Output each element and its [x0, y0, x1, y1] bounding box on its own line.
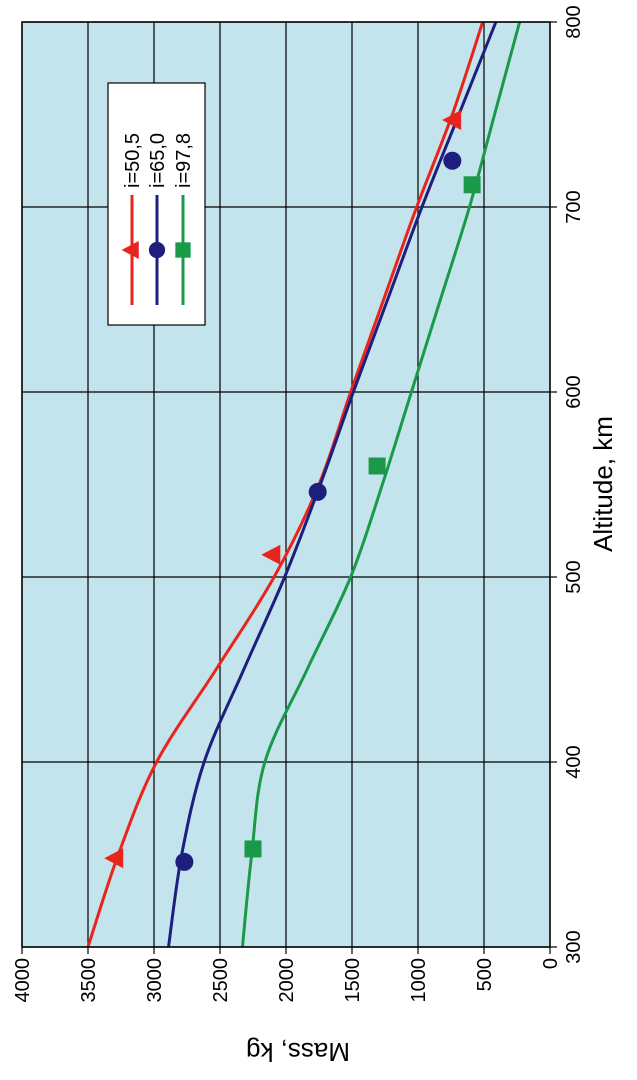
- series-1-marker-2: [443, 151, 462, 170]
- series-1-marker-0: [175, 852, 194, 871]
- x-tick-label-5: 800: [563, 5, 585, 38]
- y-tick-label-0: 4000: [12, 958, 34, 1003]
- tick-labels: 300 400 500 600 700 800 4000 3500 3000 2500 2000 15…: [12, 5, 585, 1002]
- y-tick-label-2: 3000: [144, 958, 166, 1003]
- x-tick-label-1: 400: [563, 745, 585, 778]
- y-tick-label-4: 2000: [276, 958, 298, 1003]
- series-0-marker-0: [104, 848, 124, 869]
- legend-marker-0: [121, 241, 139, 259]
- x-tick-label-4: 700: [563, 190, 585, 223]
- series-1-marker-1: [308, 482, 327, 501]
- x-tick-label-3: 600: [563, 375, 585, 408]
- x-tick-label-0: 300: [563, 930, 585, 963]
- y-tick-label-1: 3500: [78, 958, 100, 1003]
- series-2-marker-2: [463, 176, 481, 194]
- series-0-marker-1: [261, 544, 281, 565]
- y-tick-label-5: 1500: [342, 958, 364, 1003]
- legend: i=50,5 i=65,0 i=97,8: [107, 82, 206, 326]
- x-axis-title: Altitude, km: [588, 416, 618, 552]
- markers-group: [104, 110, 481, 871]
- legend-label-0: i=50,5: [122, 133, 144, 188]
- legend-items: i=50,5 i=65,0 i=97,8: [121, 133, 195, 305]
- x-tick-label-2: 500: [563, 560, 585, 593]
- legend-label-2: i=97,8: [173, 133, 195, 188]
- y-tick-label-6: 1000: [408, 958, 430, 1003]
- y-axis-title: Mass, kg: [246, 1037, 350, 1067]
- legend-label-1: i=65,0: [147, 133, 169, 188]
- y-tick-label-8: 0: [540, 958, 562, 969]
- series-2-marker-0: [244, 840, 262, 858]
- legend-marker-1: [148, 241, 166, 259]
- y-tick-label-7: 500: [474, 958, 496, 991]
- series-0-marker-2: [442, 110, 462, 131]
- y-tick-label-3: 2500: [210, 958, 232, 1003]
- series-2-marker-1: [368, 457, 386, 475]
- plot-border: [21, 21, 551, 948]
- legend-marker-2: [175, 242, 191, 258]
